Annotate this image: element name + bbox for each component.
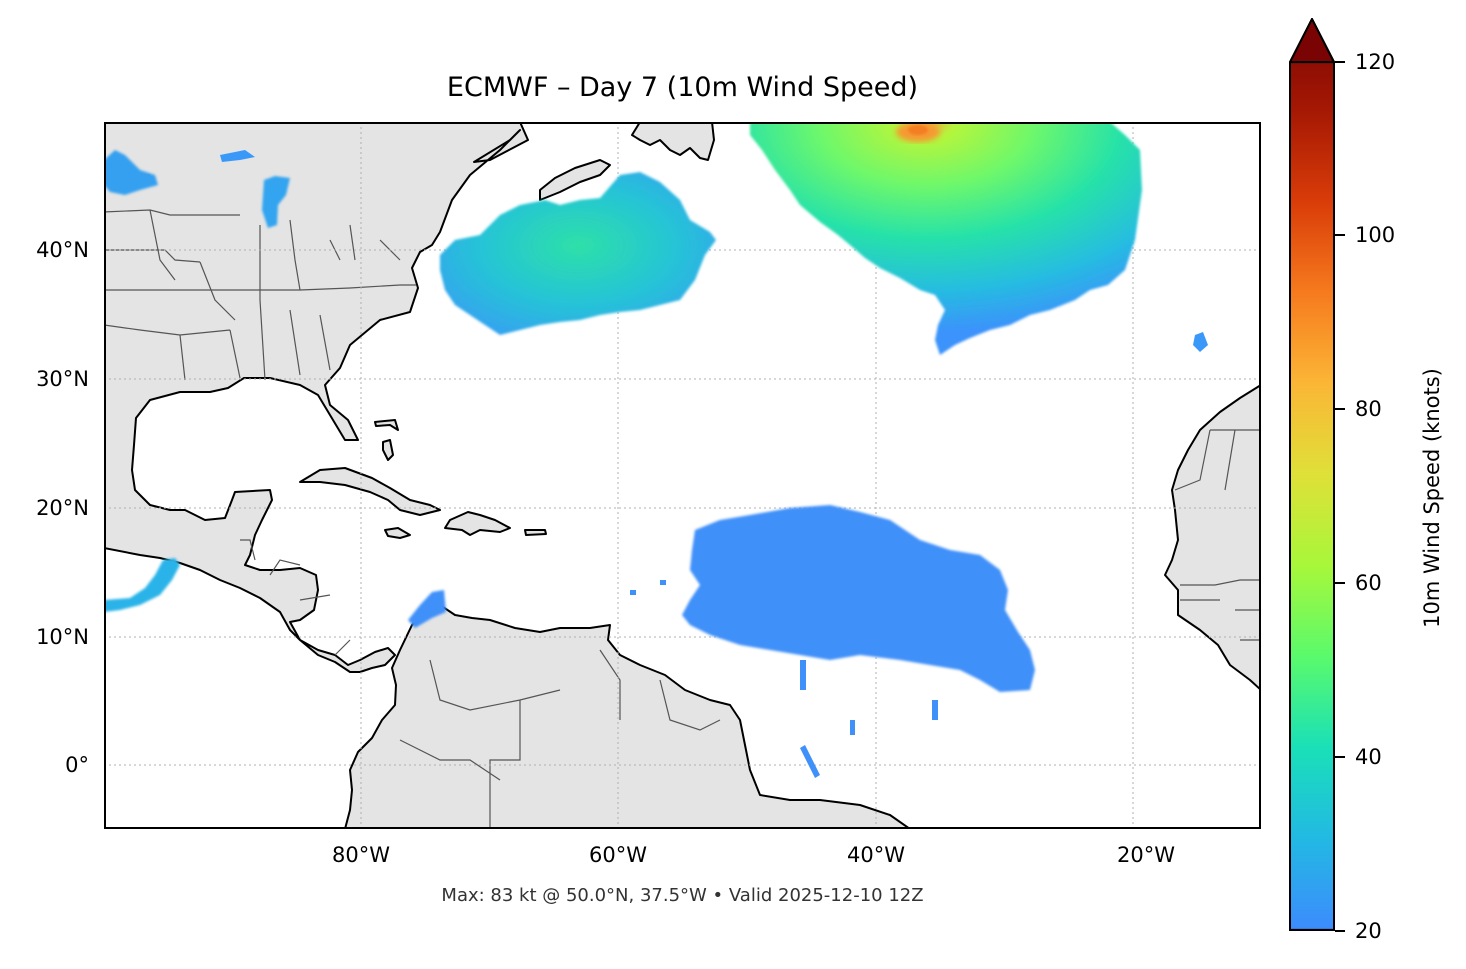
- colorbar-extend-arrow: [1289, 18, 1335, 64]
- nova-scotia: [539, 159, 611, 201]
- y-tick-10n: 10°N: [36, 625, 89, 649]
- y-tick-20n: 20°N: [36, 496, 89, 520]
- x-tick-20w: 20°W: [1117, 843, 1175, 867]
- great-lakes-patch: [262, 176, 290, 228]
- cbar-tick-100: [1335, 234, 1345, 236]
- north-america: [106, 124, 529, 673]
- storm-swath-north: [750, 124, 1142, 355]
- chart-title: ECMWF – Day 7 (10m Wind Speed): [446, 72, 919, 103]
- cbar-tick-120: [1335, 61, 1345, 63]
- storm-swath-northwest: [440, 172, 716, 335]
- cbar-label-80: 80: [1355, 397, 1382, 421]
- hispaniola: [444, 511, 511, 536]
- bahamas: [374, 419, 399, 431]
- cbar-tick-80: [1335, 408, 1345, 410]
- map-canvas: [106, 124, 1259, 827]
- x-tick-80w: 80°W: [332, 843, 390, 867]
- africa: [1164, 385, 1259, 690]
- colorbar: [1289, 18, 1335, 931]
- cbar-tick-40: [1335, 756, 1345, 758]
- newfoundland: [631, 124, 715, 161]
- y-tick-30n: 30°N: [36, 367, 89, 391]
- cbar-tick-60: [1335, 582, 1345, 584]
- cuba: [299, 467, 441, 516]
- south-america: [344, 604, 909, 827]
- cbar-label-60: 60: [1355, 571, 1382, 595]
- caribbean-jet: [408, 590, 446, 628]
- cbar-label-100: 100: [1355, 223, 1396, 247]
- azores-patch: [1193, 332, 1208, 352]
- cbar-label-40: 40: [1355, 745, 1382, 769]
- cbar-tick-20: [1335, 930, 1345, 932]
- cbar-label-120: 120: [1355, 50, 1396, 74]
- y-tick-40n: 40°N: [36, 238, 89, 262]
- tehuantepec-jet: [106, 558, 180, 612]
- x-tick-40w: 40°W: [847, 843, 905, 867]
- jamaica: [384, 527, 411, 539]
- land-masses: [106, 124, 1259, 827]
- y-tick-0: 0°: [65, 753, 89, 777]
- footer-caption: Max: 83 kt @ 50.0°N, 37.5°W • Valid 2025…: [441, 885, 924, 906]
- colorbar-title: 10m Wind Speed (knots): [1420, 368, 1444, 628]
- map-panel[interactable]: [104, 122, 1261, 829]
- superior-patch: [220, 150, 255, 162]
- cbar-label-20: 20: [1355, 919, 1382, 943]
- trade-wind-belt: [682, 505, 1035, 692]
- puerto-rico: [524, 529, 547, 536]
- plains-patch: [106, 150, 158, 195]
- x-tick-60w: 60°W: [589, 843, 647, 867]
- bahamas-2: [382, 439, 394, 461]
- colorbar-gradient: [1289, 18, 1335, 931]
- wind-field: [106, 124, 1208, 778]
